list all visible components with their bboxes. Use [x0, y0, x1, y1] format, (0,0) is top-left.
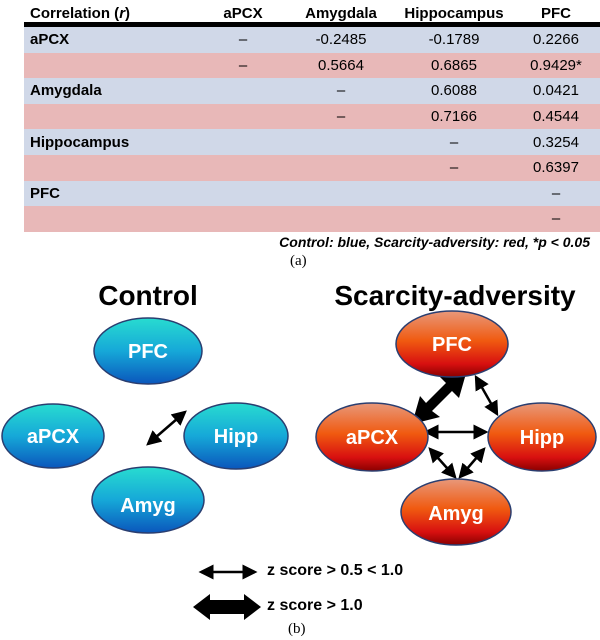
legend-thick-label: z score > 1.0: [267, 597, 363, 614]
svg-text:PFC: PFC: [432, 334, 472, 356]
table-header: Correlation (r) aPCX Amygdala Hippocampu…: [24, 0, 600, 22]
cell: 0.7166: [431, 108, 477, 126]
scarcity-node-pfc: PFC: [395, 310, 509, 378]
header-correlation: Correlation (r): [30, 5, 131, 22]
control-node-hipp: Hipp: [183, 402, 289, 470]
scarcity-node-amyg: Amyg: [400, 478, 512, 546]
svg-text:Hipp: Hipp: [214, 426, 258, 448]
cell: –: [336, 108, 346, 126]
header-rule: [24, 22, 600, 27]
table-row: – 0.7166 0.4544: [24, 103, 600, 130]
sublabel-a: (a): [290, 253, 307, 269]
cell: –: [238, 56, 248, 74]
legend-thick-arrow: [193, 594, 261, 620]
correlation-table: Correlation (r) aPCX Amygdala Hippocampu…: [24, 0, 600, 232]
control-title: Control: [98, 280, 198, 311]
header-apcx: aPCX: [223, 5, 263, 22]
cell: 0.2266: [533, 31, 579, 49]
table-row: Hippocampus – 0.3254: [24, 129, 600, 155]
control-node-amyg: Amyg: [91, 466, 205, 534]
edge-apcx-pfc-thick: [412, 370, 467, 424]
cell: 0.5664: [318, 56, 364, 74]
sublabel-b: (b): [288, 621, 306, 637]
edge-pfc-hipp: [474, 374, 499, 417]
table-caption: Control: blue, Scarcity-adversity: red, …: [279, 234, 590, 250]
row-label: Amygdala: [30, 82, 102, 100]
table-row: –: [24, 206, 600, 232]
cell: 0.4544: [533, 108, 579, 126]
node-label: PFC: [128, 341, 168, 363]
svg-text:aPCX: aPCX: [27, 426, 80, 448]
scarcity-node-hipp: Hipp: [487, 402, 597, 472]
cell: –: [336, 82, 346, 100]
header-pfc: PFC: [541, 5, 571, 22]
cell: 0.3254: [533, 133, 579, 151]
row-label: aPCX: [30, 31, 70, 49]
control-node-apcx: aPCX: [1, 403, 105, 469]
cell: 0.9429*: [530, 56, 582, 74]
scarcity-node-apcx: aPCX: [315, 402, 429, 472]
legend-thin-label: z score > 0.5 < 1.0: [267, 562, 404, 579]
header-amygdala: Amygdala: [305, 5, 377, 22]
svg-text:Amyg: Amyg: [428, 503, 484, 525]
cell: 0.0421: [533, 82, 579, 100]
table-row: aPCX – -0.2485 -0.1789 0.2266: [24, 27, 600, 53]
cell: 0.6865: [431, 56, 477, 74]
cell: –: [449, 133, 459, 151]
cell: 0.6088: [431, 82, 477, 100]
cell: –: [449, 159, 459, 177]
cell: -0.1789: [428, 31, 480, 49]
control-node-pfc: PFC: [93, 317, 203, 385]
table-row: – 0.6397: [24, 154, 600, 181]
table-row: PFC –: [24, 180, 600, 207]
edge-hipp-amyg-control: [146, 410, 187, 446]
row-label: PFC: [30, 184, 60, 202]
cell: –: [551, 210, 561, 228]
cell: -0.2485: [315, 31, 367, 49]
svg-text:Amyg: Amyg: [120, 495, 176, 517]
edge-apcx-amyg: [428, 447, 457, 479]
cell: 0.6397: [533, 159, 579, 177]
edge-hipp-amyg: [458, 447, 486, 479]
scarcity-title: Scarcity-adversity: [334, 280, 576, 311]
cell: –: [551, 184, 561, 202]
svg-text:Hipp: Hipp: [520, 427, 564, 449]
row-label: Hippocampus: [30, 133, 130, 151]
header-hippocampus: Hippocampus: [404, 5, 504, 22]
cell: –: [238, 31, 248, 49]
svg-text:aPCX: aPCX: [346, 427, 399, 449]
table-row: Amygdala – 0.6088 0.0421: [24, 78, 600, 104]
table-row: – 0.5664 0.6865 0.9429*: [24, 52, 600, 79]
